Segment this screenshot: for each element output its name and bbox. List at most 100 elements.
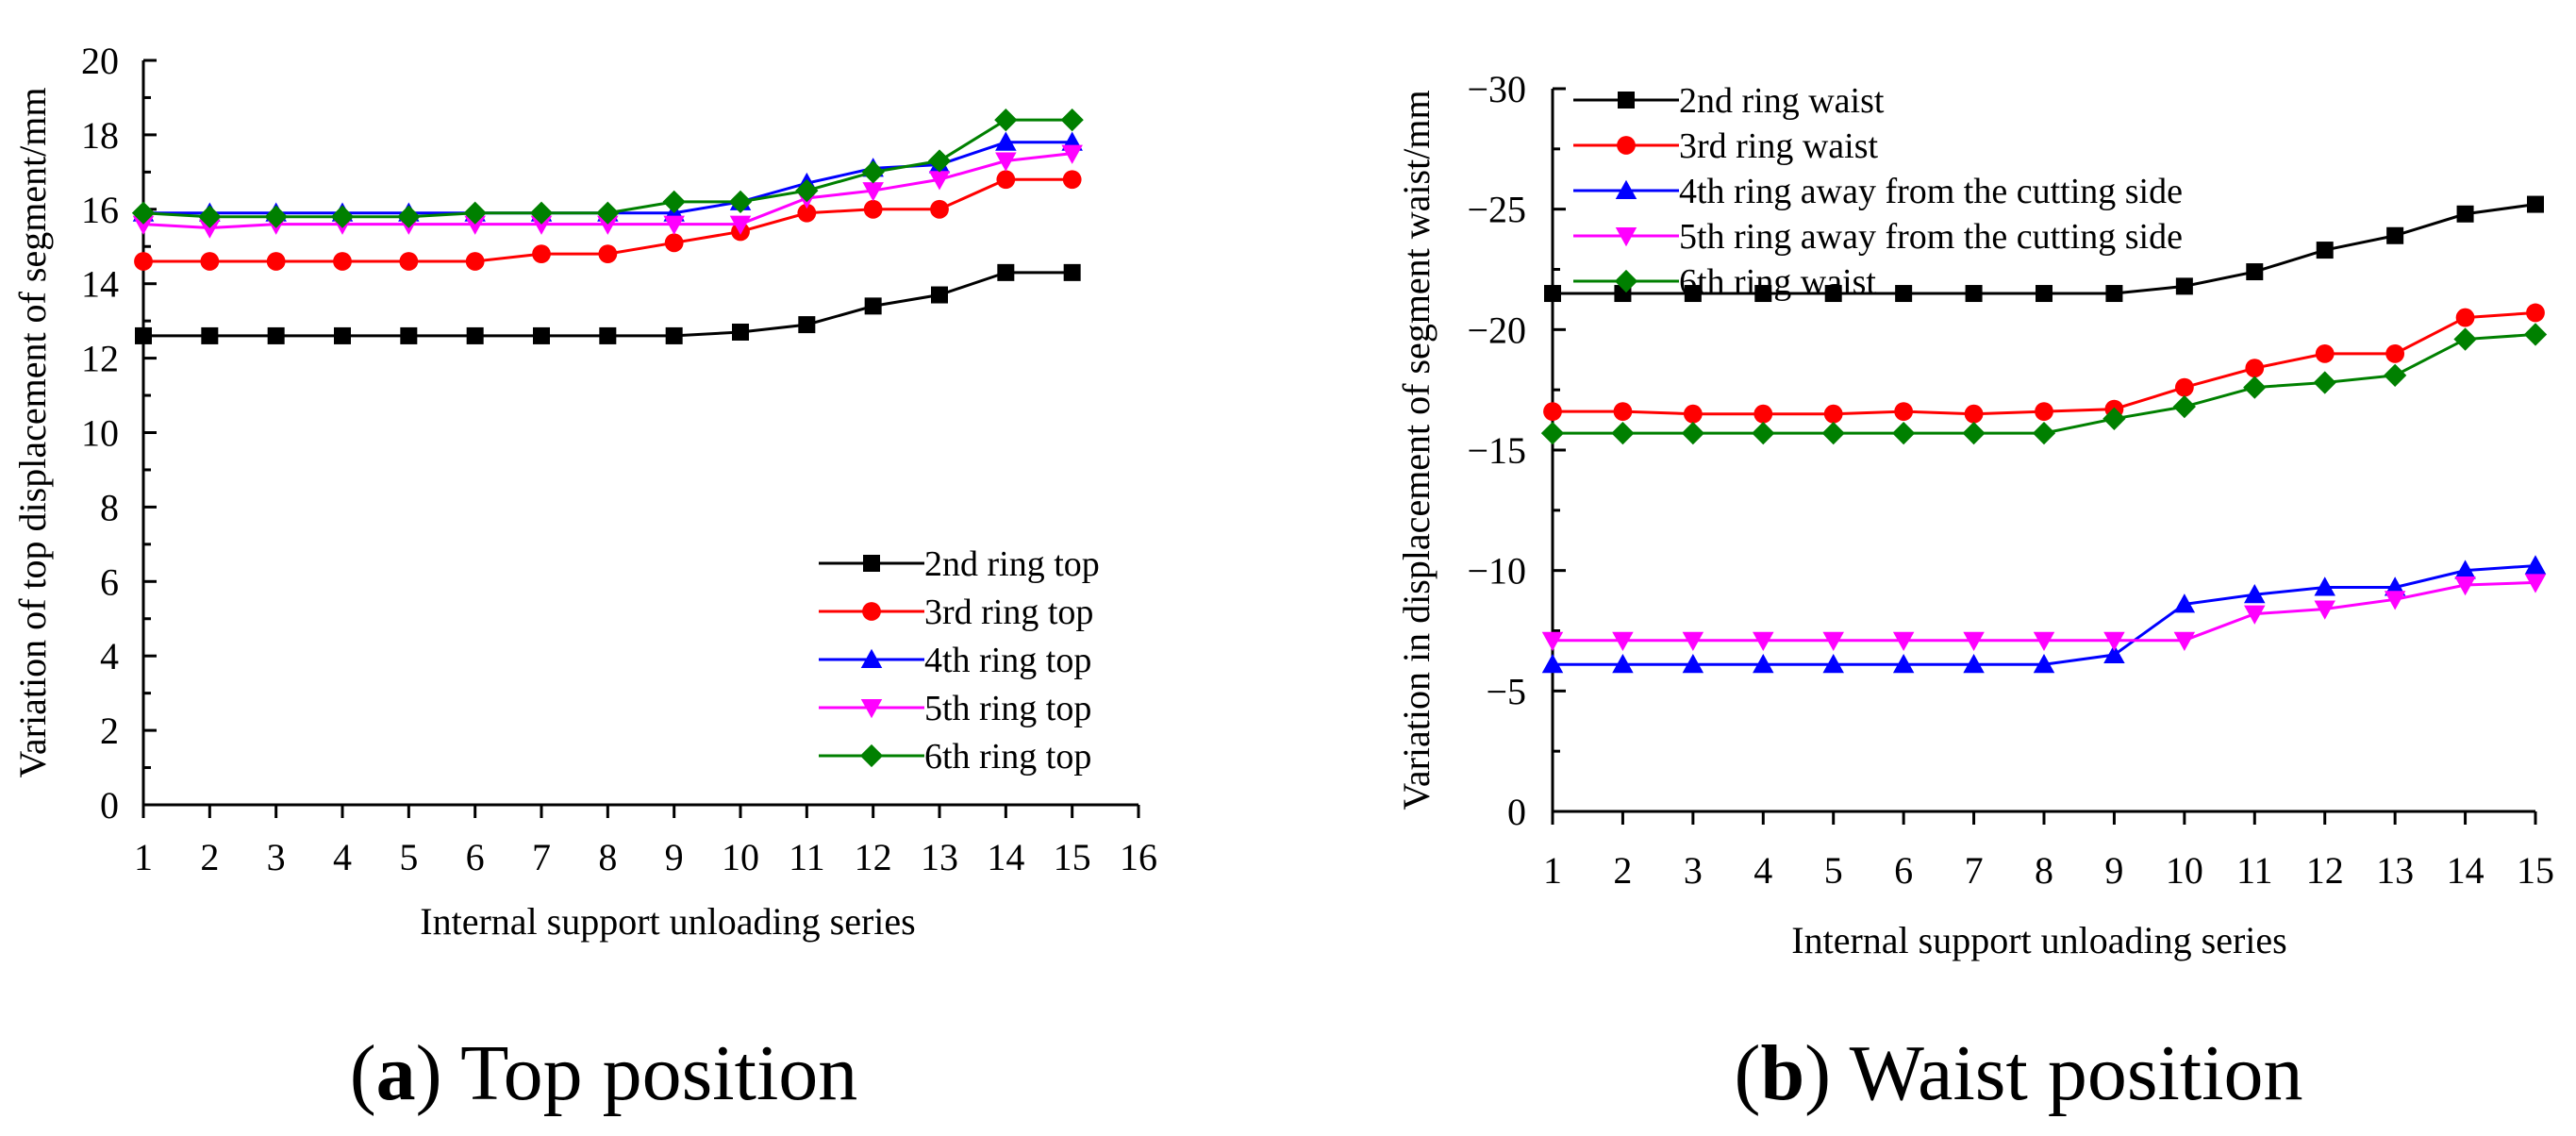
data-point xyxy=(1683,404,1703,424)
x-tick-label: 14 xyxy=(987,836,1024,878)
data-point xyxy=(2175,277,2193,295)
x-tick-label: 4 xyxy=(1753,849,1772,892)
legend-marker xyxy=(1617,136,1636,155)
y-tick-label: −5 xyxy=(1486,670,1526,712)
x-tick-label: 1 xyxy=(134,836,153,878)
data-point xyxy=(330,205,355,228)
data-point xyxy=(2174,377,2194,397)
y-tick-label: −20 xyxy=(1467,309,1526,351)
y-axis-title: Variation of top displacement of segment… xyxy=(11,87,54,777)
legend-entry: 5th ring top xyxy=(924,689,1091,728)
series-line-2 xyxy=(1553,310,2536,416)
y-tick-label: 10 xyxy=(81,412,119,455)
data-point xyxy=(863,199,883,219)
x-tick-label: 3 xyxy=(267,836,286,878)
data-point xyxy=(2455,308,2475,327)
legend-entry: 4th ring away from the cutting side xyxy=(1679,172,2183,211)
data-point xyxy=(864,297,882,315)
data-point xyxy=(1895,285,1913,303)
y-tick-label: 18 xyxy=(81,114,119,157)
x-tick-label: 13 xyxy=(2376,849,2414,892)
data-point xyxy=(2172,394,2197,419)
data-point xyxy=(1891,421,1916,445)
data-point xyxy=(1682,653,1704,674)
data-point xyxy=(2456,205,2474,223)
x-tick-label: 11 xyxy=(2236,849,2273,892)
x-tick-label: 10 xyxy=(2166,849,2203,892)
legend-entry: 2nd ring top xyxy=(924,544,1100,584)
data-point xyxy=(2316,242,2334,259)
data-point xyxy=(995,152,1017,172)
data-point xyxy=(530,215,553,235)
series-line-1 xyxy=(143,271,1072,338)
data-point xyxy=(2313,371,2336,394)
y-tick-label: 6 xyxy=(100,560,119,603)
data-point xyxy=(1894,402,1914,422)
data-point xyxy=(2032,421,2056,445)
data-point xyxy=(200,252,220,271)
x-tick-label: 5 xyxy=(399,836,418,878)
legend-entry: 3rd ring waist xyxy=(1679,126,1879,166)
y-tick-label: −25 xyxy=(1467,189,1526,231)
y-tick-label: 14 xyxy=(81,263,119,306)
data-point xyxy=(2173,631,2196,651)
x-tick-label: 4 xyxy=(333,836,352,878)
data-point xyxy=(532,244,551,264)
data-point xyxy=(134,252,153,271)
data-point xyxy=(135,326,152,344)
data-point xyxy=(2315,343,2335,363)
data-point xyxy=(131,201,156,225)
legend-marker xyxy=(1618,92,1635,109)
data-point xyxy=(1541,631,1564,651)
data-point xyxy=(1540,421,1565,445)
data-point xyxy=(1892,653,1915,674)
data-point xyxy=(2033,631,2055,651)
data-point xyxy=(400,326,418,344)
data-point xyxy=(597,215,619,235)
legend-marker xyxy=(863,555,880,572)
panel-caption: (a) Top position xyxy=(350,1029,858,1117)
data-point xyxy=(598,244,618,264)
x-tick-label: 11 xyxy=(789,836,825,878)
data-point xyxy=(599,326,617,344)
data-point xyxy=(533,326,550,344)
legend-entry: 6th ring top xyxy=(924,737,1091,777)
data-point xyxy=(1753,404,1773,424)
data-point xyxy=(1541,653,1564,674)
data-point xyxy=(397,205,421,228)
data-point xyxy=(2524,555,2547,575)
data-point xyxy=(267,326,285,344)
data-point xyxy=(132,215,155,235)
data-point xyxy=(1753,653,1774,674)
data-point xyxy=(464,215,486,235)
data-point xyxy=(264,205,288,228)
data-point xyxy=(729,215,752,235)
data-point xyxy=(2246,263,2264,281)
data-point xyxy=(2453,327,2477,351)
legend-marker xyxy=(1615,179,1637,199)
x-tick-label: 5 xyxy=(1824,849,1843,892)
x-axis-title: Internal support unloading series xyxy=(420,900,915,943)
data-point xyxy=(2386,226,2404,244)
panel-caption: (b) Waist position xyxy=(1734,1029,2302,1117)
data-point xyxy=(1963,631,1985,651)
x-tick-label: 8 xyxy=(2035,849,2053,892)
y-tick-label: 20 xyxy=(81,40,119,82)
data-point xyxy=(665,326,683,344)
data-point xyxy=(1543,402,1562,422)
data-point xyxy=(465,252,485,271)
legend-entry: 4th ring top xyxy=(924,641,1091,680)
x-axis-title: Internal support unloading series xyxy=(1791,919,2286,961)
x-tick-label: 2 xyxy=(1613,849,1632,892)
data-point xyxy=(996,170,1016,190)
data-point xyxy=(664,233,684,253)
y-tick-label: 16 xyxy=(81,189,119,231)
data-point xyxy=(662,190,686,214)
x-tick-label: 6 xyxy=(466,836,485,878)
data-point xyxy=(1963,653,1985,674)
legend-entry: 3rd ring top xyxy=(924,593,1093,632)
data-point xyxy=(1822,653,1844,674)
y-tick-label: 12 xyxy=(81,338,119,380)
data-point xyxy=(931,286,948,304)
